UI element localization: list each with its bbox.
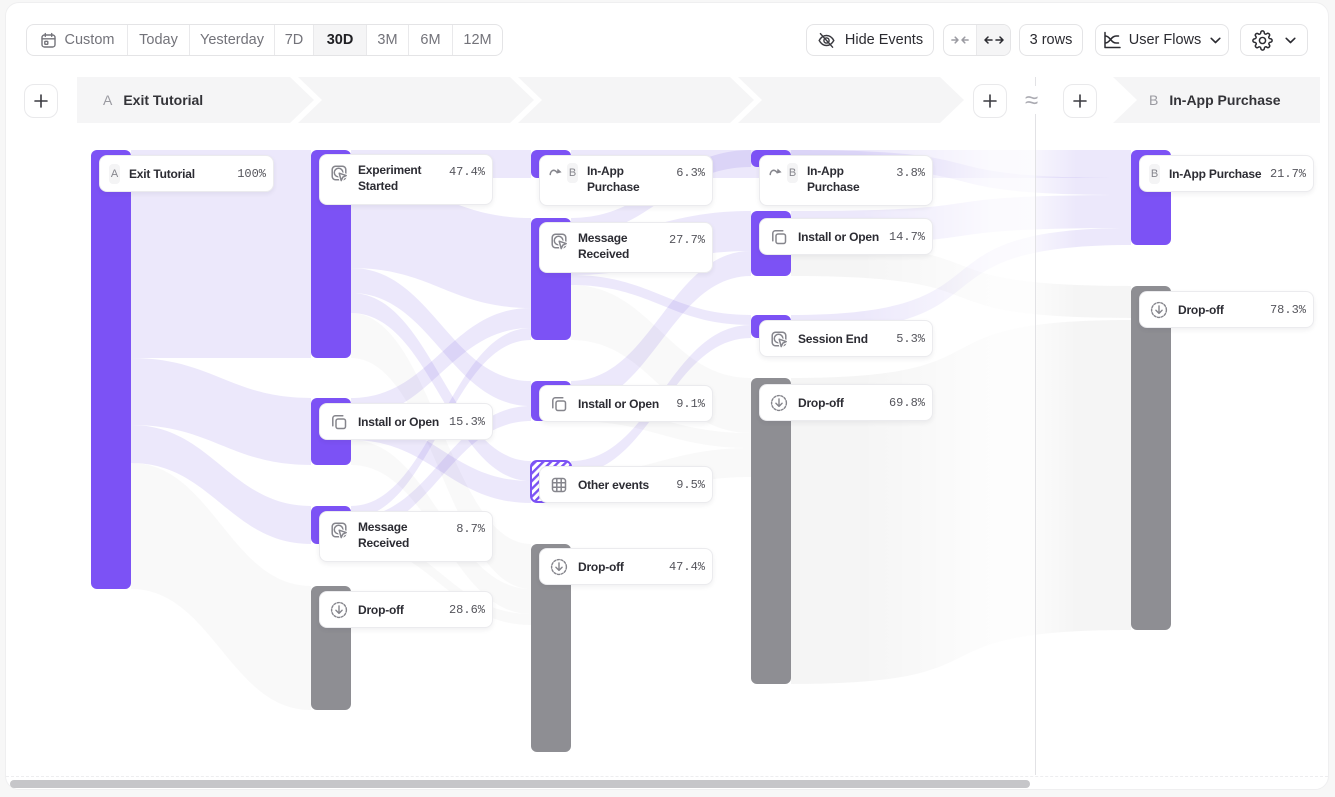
svg-text:≈: ≈ [1025, 87, 1038, 114]
